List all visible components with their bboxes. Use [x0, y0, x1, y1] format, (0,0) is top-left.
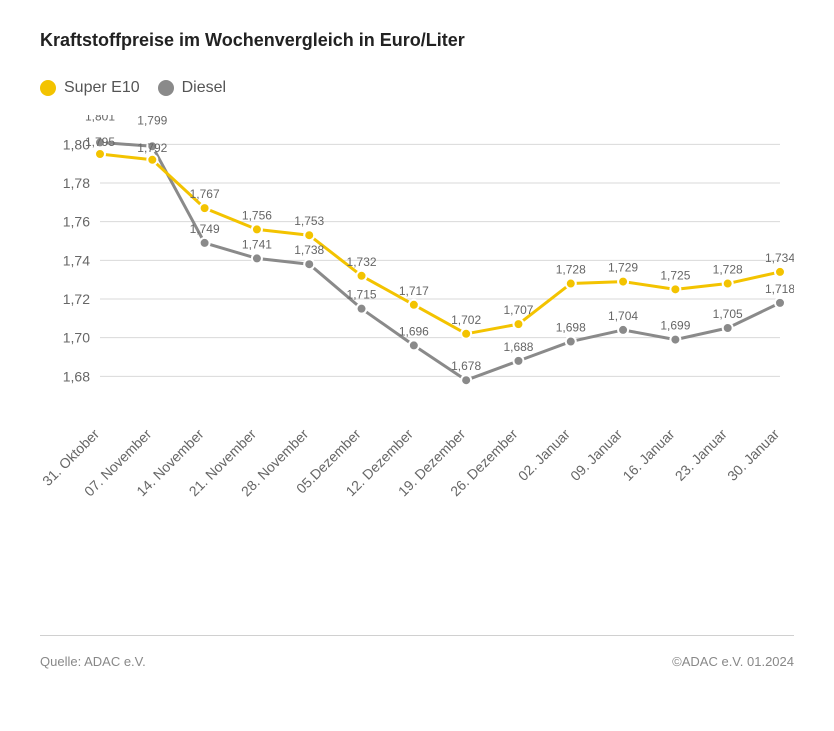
svg-text:1,718: 1,718	[765, 282, 794, 296]
svg-text:1,734: 1,734	[765, 251, 794, 265]
chart-plot: 1,681,701,721,741,761,781,8031. Oktober0…	[40, 115, 794, 545]
svg-text:1,688: 1,688	[503, 340, 533, 354]
svg-text:1,728: 1,728	[556, 263, 586, 277]
chart-svg: 1,681,701,721,741,761,781,8031. Oktober0…	[40, 115, 794, 545]
svg-text:1,698: 1,698	[556, 321, 586, 335]
svg-text:23. Januar: 23. Januar	[672, 426, 730, 484]
svg-text:1,76: 1,76	[63, 214, 90, 230]
svg-text:1,707: 1,707	[503, 303, 533, 317]
legend-label-diesel: Diesel	[182, 79, 226, 97]
svg-text:1,72: 1,72	[63, 291, 90, 307]
svg-text:1,792: 1,792	[137, 141, 167, 155]
svg-text:1,732: 1,732	[347, 255, 377, 269]
legend-item-super-e10: Super E10	[40, 79, 140, 97]
svg-text:1,74: 1,74	[63, 252, 90, 268]
svg-text:09. Januar: 09. Januar	[567, 426, 625, 484]
svg-text:1,705: 1,705	[713, 307, 743, 321]
legend-label-super-e10: Super E10	[64, 79, 140, 97]
legend-dot-super-e10	[40, 80, 56, 96]
svg-text:1,801: 1,801	[85, 115, 115, 123]
svg-text:16. Januar: 16. Januar	[619, 426, 677, 484]
svg-text:1,68: 1,68	[63, 368, 90, 384]
svg-text:1,699: 1,699	[660, 319, 690, 333]
footer-copyright: ©ADAC e.V. 01.2024	[672, 654, 794, 669]
svg-text:1,767: 1,767	[190, 187, 220, 201]
svg-text:1,741: 1,741	[242, 237, 272, 251]
svg-text:1,678: 1,678	[451, 359, 481, 373]
svg-text:1,702: 1,702	[451, 313, 481, 327]
svg-text:1,738: 1,738	[294, 243, 324, 257]
legend: Super E10 Diesel	[40, 79, 794, 97]
svg-text:1,749: 1,749	[190, 222, 220, 236]
chart-container: Kraftstoffpreise im Wochenvergleich in E…	[0, 0, 834, 731]
svg-text:1,715: 1,715	[347, 288, 377, 302]
svg-text:1,725: 1,725	[660, 268, 690, 282]
svg-text:1,704: 1,704	[608, 309, 638, 323]
legend-item-diesel: Diesel	[158, 79, 226, 97]
footer-source: Quelle: ADAC e.V.	[40, 654, 146, 669]
svg-text:1,756: 1,756	[242, 208, 272, 222]
chart-title: Kraftstoffpreise im Wochenvergleich in E…	[40, 30, 794, 51]
svg-text:1,717: 1,717	[399, 284, 429, 298]
svg-text:1,795: 1,795	[85, 135, 115, 149]
svg-text:02. Januar: 02. Januar	[515, 426, 573, 484]
svg-text:1,696: 1,696	[399, 324, 429, 338]
svg-text:1,70: 1,70	[63, 330, 90, 346]
svg-text:30. Januar: 30. Januar	[724, 426, 782, 484]
svg-text:1,729: 1,729	[608, 261, 638, 275]
svg-text:1,728: 1,728	[713, 263, 743, 277]
svg-text:1,78: 1,78	[63, 175, 90, 191]
footer: Quelle: ADAC e.V. ©ADAC e.V. 01.2024	[40, 636, 794, 669]
svg-text:1,799: 1,799	[137, 115, 167, 127]
svg-text:1,753: 1,753	[294, 214, 324, 228]
legend-dot-diesel	[158, 80, 174, 96]
